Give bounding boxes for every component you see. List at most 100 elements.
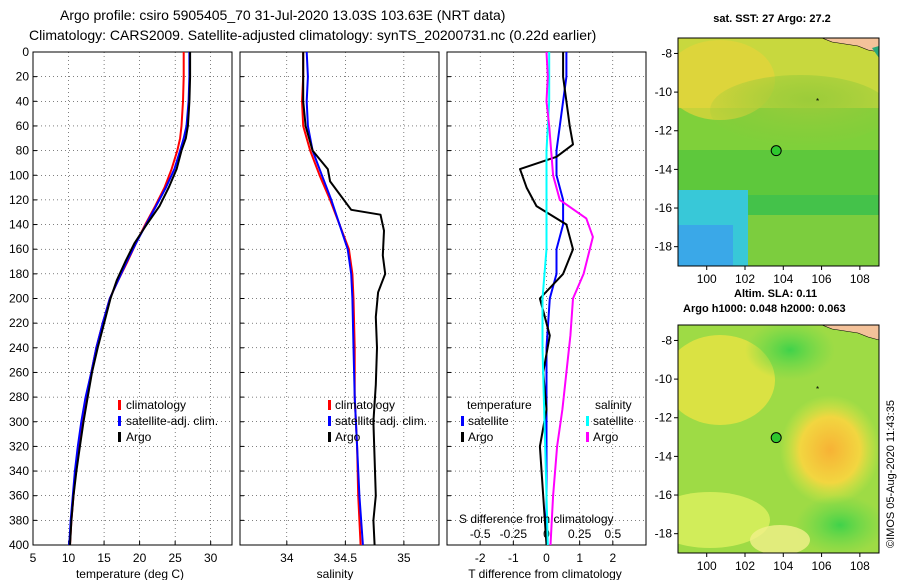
java-coastline	[821, 325, 879, 341]
legend-label-satellite: satellite-adj. clim.	[335, 414, 427, 428]
christmas-island-marker: *	[816, 97, 819, 106]
xtick-label: -2	[475, 551, 486, 565]
sla-map-title-1: Altim. SLA: 0.11	[734, 288, 817, 300]
series-line-argo	[302, 52, 387, 545]
legend-swatch-argo	[328, 432, 331, 442]
xtick-label: 15	[97, 551, 111, 565]
legend-label-argo: Argo	[126, 430, 152, 444]
xtick-label: 30	[204, 551, 218, 565]
ytick-label: 120	[9, 193, 29, 207]
sla-green-north	[745, 325, 835, 380]
map-xtick-label: 106	[812, 559, 832, 573]
xtick-label: 34	[280, 551, 294, 565]
sst-colder-patch	[678, 225, 733, 266]
map-ytick-label: -10	[655, 85, 673, 99]
ytick-label: 60	[16, 119, 30, 133]
imos-watermark: ©IMOS 05-Aug-2020 11:43:35	[885, 400, 897, 548]
map-ytick-label: -10	[655, 372, 673, 386]
salinity-diff-tick-label: 0.5	[604, 527, 621, 541]
xtick-label: -1	[508, 551, 519, 565]
series-line-salinity-argo	[545, 52, 594, 545]
ytick-label: 160	[9, 242, 29, 256]
salinity-diff-tick-label: -0.5	[470, 527, 491, 541]
ytick-label: 400	[9, 538, 29, 552]
sla-map-title-2: Argo h1000: 0.048 h2000: 0.063	[683, 303, 846, 315]
legend-swatch-sal-satellite	[586, 416, 589, 426]
map-ytick-label: -12	[655, 411, 673, 425]
ytick-label: 140	[9, 218, 29, 232]
temperature-xlabel: temperature (deg C)	[76, 567, 184, 580]
sla-warm-east	[780, 395, 879, 505]
map-xtick-label: 100	[697, 559, 717, 573]
legend-swatch-temp-satellite	[461, 416, 464, 426]
map-xtick-label: 100	[697, 272, 717, 286]
map-ytick-label: -12	[655, 124, 673, 138]
xtick-label: 10	[62, 551, 76, 565]
legend-label-sal-satellite: satellite	[593, 414, 634, 428]
xtick-label: 1	[576, 551, 583, 565]
legend-label-satellite: satellite-adj. clim.	[126, 414, 218, 428]
series-line-climatology	[69, 52, 185, 545]
ytick-label: 100	[9, 168, 29, 182]
map-xtick-label: 104	[773, 559, 793, 573]
xtick-label: 0	[543, 551, 550, 565]
xtick-label: 35	[397, 551, 411, 565]
map-ytick-label: -16	[655, 201, 673, 215]
map-axis-ticks: 100 102 104 106 108 -8 -10 -12 -14 -16 -18 100 102 10…	[655, 46, 871, 573]
map-xtick-label: 104	[773, 272, 793, 286]
salinity-plot-frame	[239, 51, 440, 546]
legend-swatch-satellite	[118, 416, 121, 426]
ytick-label: 320	[9, 439, 29, 453]
legend-swatch-sal-argo	[586, 432, 589, 442]
sst-map-title: sat. SST: 27 Argo: 27.2	[713, 13, 831, 25]
ytick-label: 200	[9, 292, 29, 306]
xtick-label: 5	[30, 551, 37, 565]
ytick-label: 360	[9, 489, 29, 503]
sla-map: *	[678, 325, 879, 553]
temperature-legend: climatology satellite-adj. clim. Argo	[118, 398, 218, 444]
java-coastline	[821, 38, 879, 53]
sla-map-frame	[677, 324, 880, 554]
legend-title-salinity: salinity	[595, 398, 632, 412]
legend-label-sal-argo: Argo	[593, 430, 619, 444]
legend-swatch-argo	[118, 432, 121, 442]
axis-ticks: 0204060801001201401601802002202402602803…	[9, 45, 622, 565]
map-ytick-label: -8	[661, 46, 672, 60]
ytick-label: 0	[22, 45, 29, 59]
ytick-label: 20	[16, 70, 30, 84]
christmas-island-marker: *	[816, 385, 819, 394]
series-line-satellite-adj-clim-	[305, 52, 364, 545]
sst-map-frame	[677, 37, 880, 267]
sla-pale-south	[750, 525, 810, 553]
temperature-plot-frame	[32, 51, 233, 546]
ytick-label: 40	[16, 94, 30, 108]
series-line-temperature-argo	[519, 52, 574, 545]
series-line-salinity-satellite	[541, 52, 551, 545]
salinity-xlabel: salinity	[317, 567, 354, 580]
sst-south-band	[730, 215, 879, 266]
series-line-temperature-satellite	[545, 52, 568, 545]
legend-label-argo: Argo	[335, 430, 361, 444]
header-line1: Argo profile: csiro 5905405_70 31-Jul-20…	[60, 7, 505, 23]
map-ytick-label: -14	[655, 449, 673, 463]
sla-cool-south	[678, 492, 770, 548]
temperature-series	[68, 52, 192, 545]
ytick-label: 340	[9, 464, 29, 478]
sst-mid-patch	[710, 75, 879, 145]
legend-swatch-temp-argo	[461, 432, 464, 442]
ytick-label: 280	[9, 390, 29, 404]
difference-series	[519, 52, 594, 545]
dotted-gridlines	[32, 51, 646, 546]
salinity-series	[301, 52, 387, 545]
map-ytick-label: -8	[661, 333, 672, 347]
ytick-label: 220	[9, 316, 29, 330]
sla-green-southeast	[795, 495, 879, 553]
ytick-label: 260	[9, 365, 29, 379]
xtick-label: 2	[609, 551, 616, 565]
map-xtick-label: 102	[735, 559, 755, 573]
xtick-label: 20	[133, 551, 147, 565]
header-line2: Climatology: CARS2009. Satellite-adjuste…	[29, 27, 596, 43]
series-line-satellite-adj-clim-	[68, 52, 191, 545]
salinity-diff-axis-title: S difference from climatology	[459, 512, 614, 526]
legend-title-temperature: temperature	[467, 398, 532, 412]
